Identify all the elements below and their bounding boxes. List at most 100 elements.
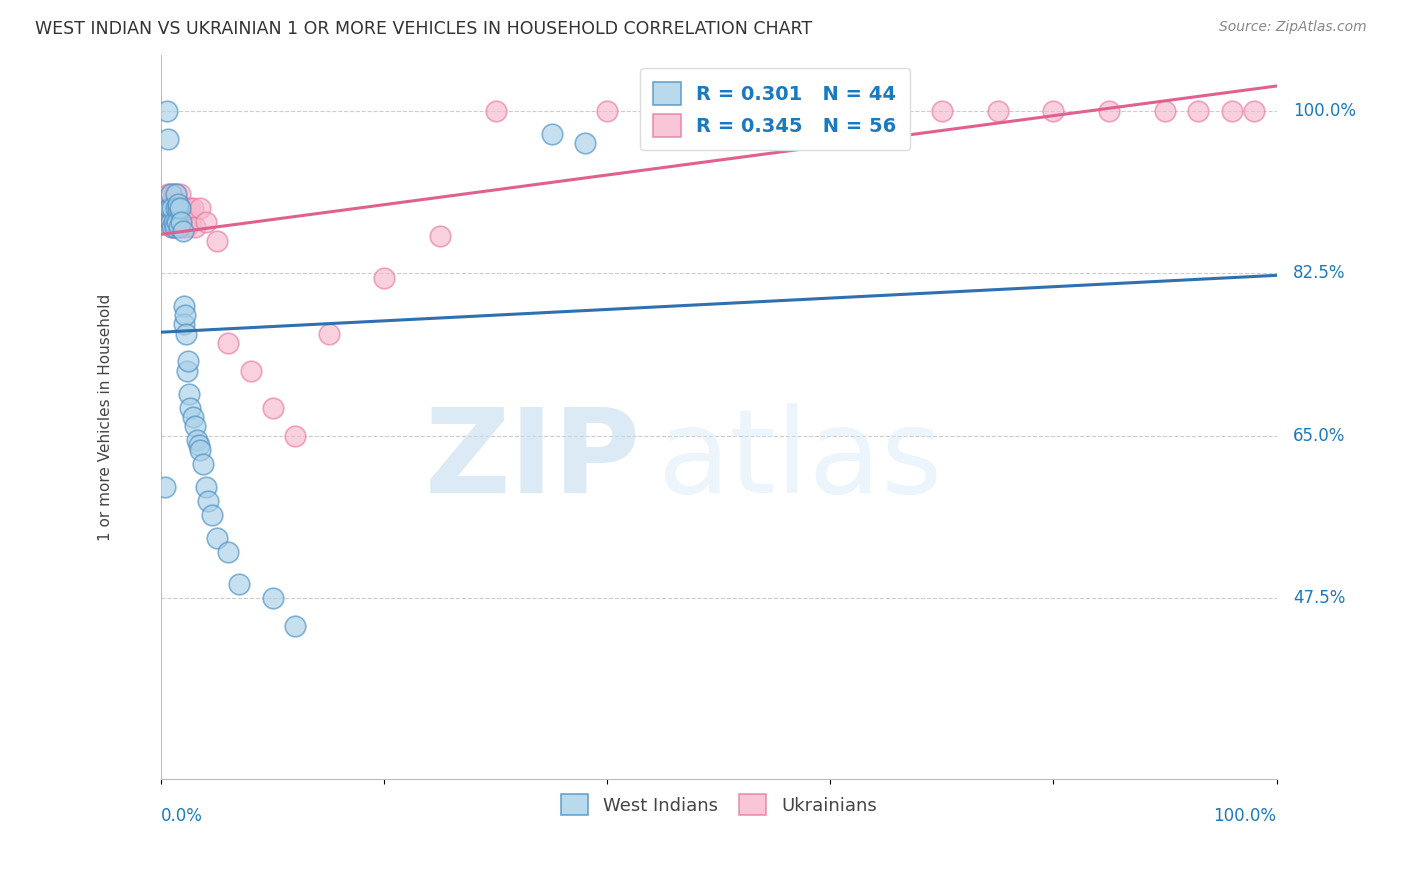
Point [166,215,188,229]
Point [173,318,195,332]
Point [318,326,340,341]
Point [162,187,184,202]
Point [181,201,204,215]
Point [167,201,190,215]
Point [205,531,228,545]
Point [181,410,204,425]
Point [200,508,222,522]
Point [574,136,596,151]
Text: 47.5%: 47.5% [1294,589,1346,607]
Point [820,103,842,118]
Text: 65.0%: 65.0% [1294,426,1346,445]
Point [165,187,187,202]
Point [162,219,184,234]
Point [217,335,239,350]
Point [1042,103,1064,118]
Point [172,219,194,234]
Point [228,577,250,591]
Point [190,201,212,215]
Point [174,326,197,341]
Point [172,225,194,239]
Point [707,103,730,118]
Point [191,457,214,471]
Point [1098,103,1121,118]
Point [162,215,184,229]
Point [184,219,207,234]
Point [160,201,183,215]
Text: 100.0%: 100.0% [1294,102,1357,120]
Point [153,201,176,215]
Point [179,201,201,215]
Point [167,219,190,234]
Point [167,201,190,215]
Point [931,103,953,118]
Point [174,201,197,215]
Legend: West Indians, Ukrainians: West Indians, Ukrainians [553,786,886,824]
Point [485,103,508,118]
Text: Source: ZipAtlas.com: Source: ZipAtlas.com [1219,20,1367,34]
Point [179,215,201,229]
Point [162,201,184,215]
Point [262,591,284,605]
Point [170,215,193,229]
Point [197,493,219,508]
Point [194,215,217,229]
Point [162,201,184,215]
Point [177,354,200,368]
Point [166,219,188,234]
Text: atlas: atlas [658,403,943,518]
Point [239,364,262,378]
Point [173,308,195,322]
Point [179,387,201,401]
Point [176,364,198,378]
Point [284,428,307,442]
Point [429,229,451,244]
Point [157,215,180,229]
Point [596,103,619,118]
Text: 100.0%: 100.0% [1213,807,1277,825]
Point [159,215,181,229]
Point [1187,103,1209,118]
Point [162,219,184,234]
Point [284,619,307,633]
Text: 0.0%: 0.0% [162,807,204,825]
Point [184,419,207,434]
Point [190,442,212,457]
Point [173,215,195,229]
Point [169,187,191,202]
Point [156,103,179,118]
Point [173,201,195,215]
Point [987,103,1010,118]
Point [186,434,208,448]
Point [160,215,183,229]
Point [176,219,198,234]
Point [163,219,186,234]
Point [188,438,211,452]
Point [159,187,181,202]
Text: WEST INDIAN VS UKRAINIAN 1 OR MORE VEHICLES IN HOUSEHOLD CORRELATION CHART: WEST INDIAN VS UKRAINIAN 1 OR MORE VEHIC… [35,20,813,37]
Point [157,201,180,215]
Point [194,480,217,494]
Point [262,401,284,415]
Point [1220,103,1243,118]
Point [170,215,193,229]
Point [179,401,201,415]
Point [165,201,187,215]
Text: 82.5%: 82.5% [1294,264,1346,282]
Point [165,187,187,202]
Point [157,201,180,215]
Point [162,201,184,215]
Point [160,187,183,202]
Point [165,201,187,215]
Point [217,544,239,558]
Text: 1 or more Vehicles in Household: 1 or more Vehicles in Household [98,293,112,541]
Point [540,127,562,141]
Point [170,201,193,215]
Point [160,215,183,229]
Point [163,215,186,229]
Point [157,187,180,202]
Point [153,480,176,494]
Point [875,103,897,118]
Point [205,234,228,248]
Text: ZIP: ZIP [425,403,641,518]
